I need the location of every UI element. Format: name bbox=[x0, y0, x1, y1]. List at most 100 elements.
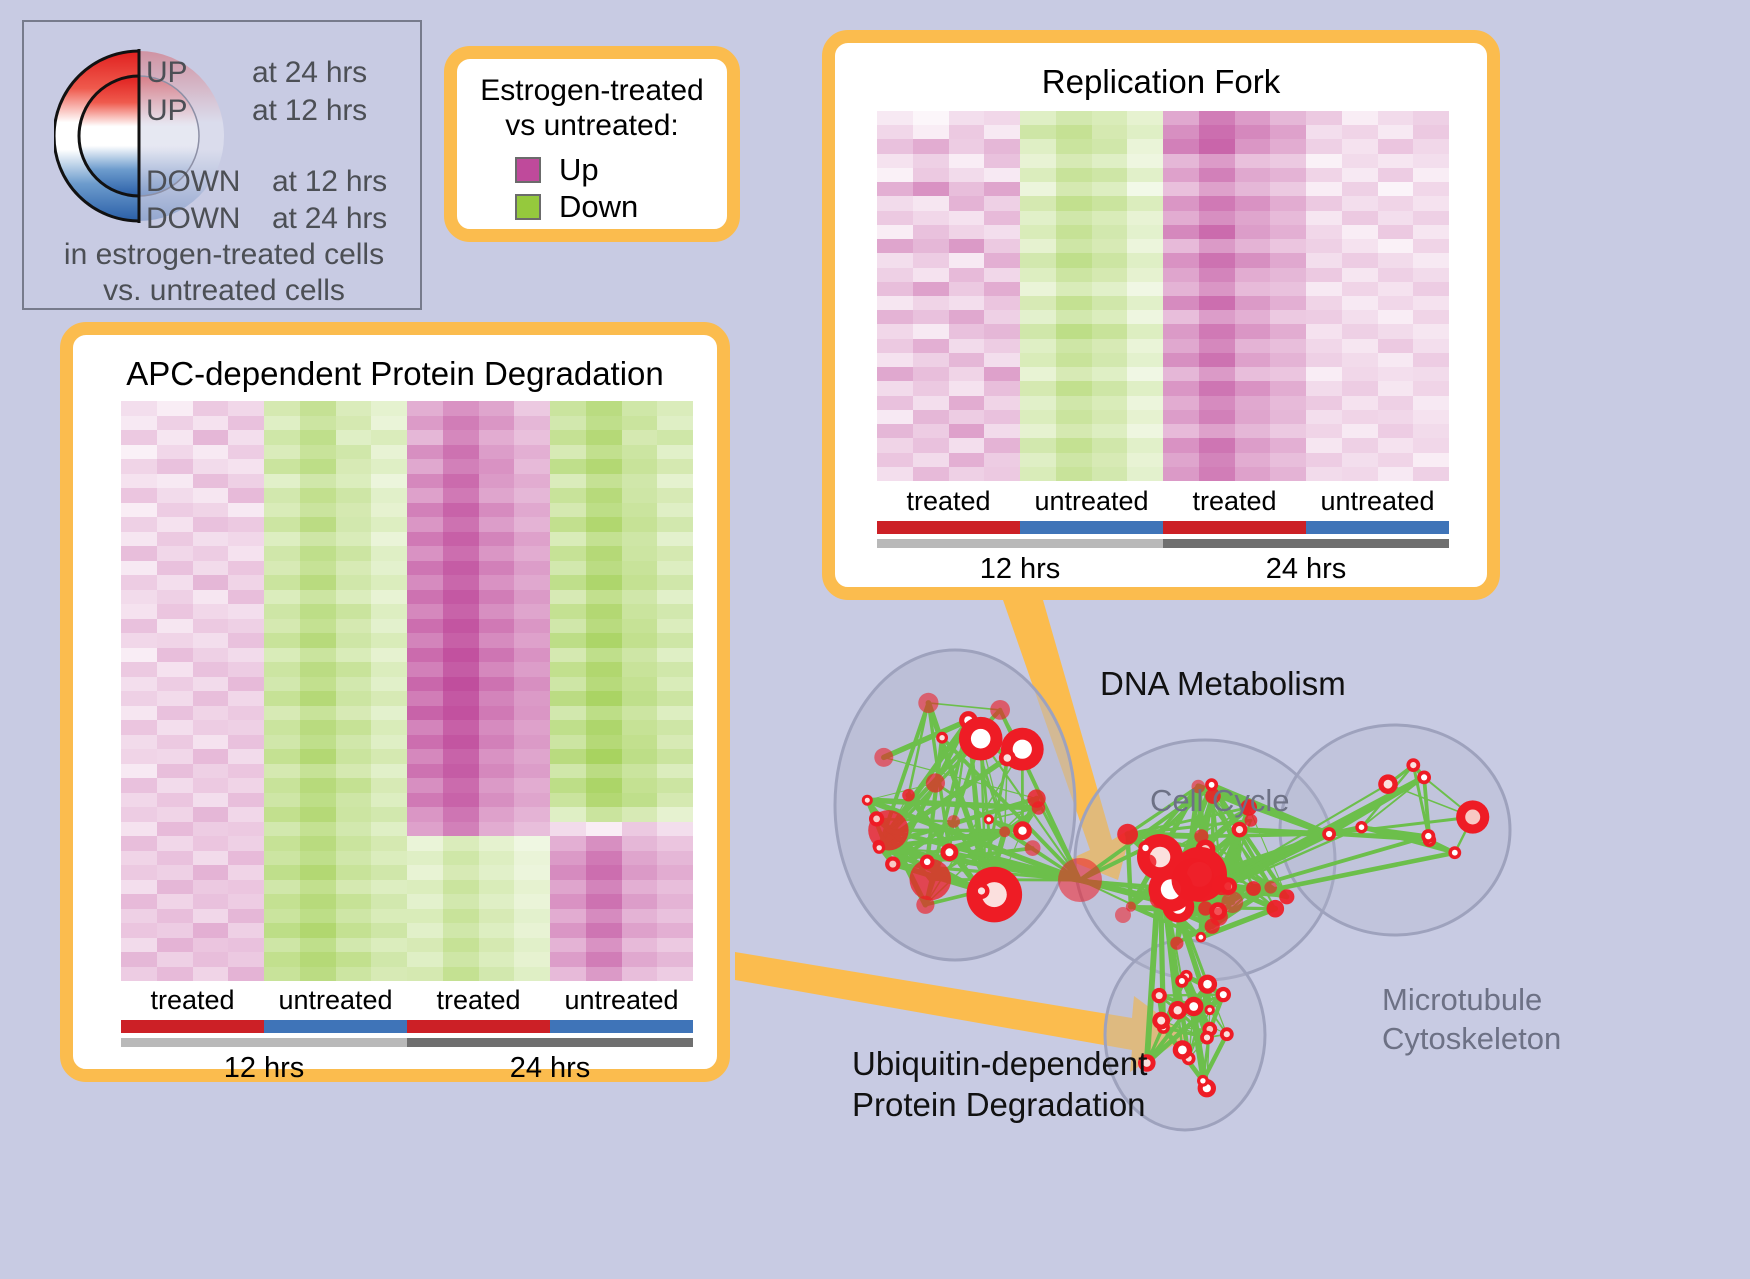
heatmap-cell bbox=[1306, 267, 1342, 282]
heatmap-cell bbox=[442, 488, 479, 503]
heatmap-cell bbox=[657, 836, 693, 851]
heatmap-cell bbox=[407, 502, 443, 517]
heatmap-cell bbox=[621, 807, 658, 822]
heatmap-cell bbox=[657, 517, 693, 532]
heatmap-cell bbox=[335, 502, 372, 517]
heatmap-cell bbox=[1091, 111, 1128, 126]
heatmap-cell bbox=[1163, 452, 1199, 467]
heatmap-cell bbox=[121, 662, 157, 677]
heatmap-cell bbox=[657, 807, 693, 822]
heatmap-cell bbox=[1270, 153, 1306, 168]
key-suffix-up12: at 12 hrs bbox=[252, 94, 367, 127]
apc-time-labels: 12 hrs 24 hrs bbox=[121, 1052, 693, 1085]
heatmap-cell bbox=[442, 430, 479, 445]
heatmap-cell bbox=[1234, 224, 1271, 240]
heatmap-cell bbox=[335, 850, 372, 865]
heatmap-cell bbox=[228, 720, 264, 735]
heatmap-cell bbox=[1306, 367, 1342, 382]
heatmap-cell bbox=[585, 401, 622, 416]
heatmap-cell bbox=[621, 763, 658, 778]
heatmap-cell bbox=[192, 879, 229, 894]
heatmap-cell bbox=[1306, 338, 1342, 353]
heatmap-cell bbox=[550, 502, 586, 517]
heatmap-cell bbox=[228, 792, 264, 807]
network-node-core bbox=[1358, 824, 1365, 830]
heatmap-cell bbox=[335, 444, 372, 459]
heatmap-cell bbox=[514, 589, 550, 604]
heatmap-cell bbox=[912, 395, 949, 410]
group-bar-1 bbox=[264, 1020, 407, 1033]
heatmap-cell bbox=[299, 618, 336, 633]
heatmap-cell bbox=[407, 473, 443, 488]
heatmap-cell bbox=[371, 792, 407, 807]
heatmap-cell bbox=[550, 937, 586, 952]
heatmap-cell bbox=[877, 153, 913, 168]
heatmap-cell bbox=[1198, 111, 1235, 126]
heatmap-cell bbox=[550, 879, 586, 894]
heatmap-cell bbox=[156, 415, 193, 430]
heatmap-cell bbox=[228, 807, 264, 822]
heatmap-cell bbox=[407, 966, 443, 981]
heatmap-cell bbox=[1091, 338, 1128, 353]
heatmap-cell bbox=[371, 444, 407, 459]
heatmap-cell bbox=[1270, 210, 1306, 225]
heatmap-cell bbox=[407, 879, 443, 894]
heatmap-cell bbox=[1127, 139, 1163, 154]
heatmap-cell bbox=[407, 444, 443, 459]
replication-fork-title: Replication Fork bbox=[1041, 63, 1281, 100]
heatmap-cell bbox=[621, 908, 658, 923]
heatmap-cell bbox=[514, 676, 550, 691]
heatmap-cell bbox=[371, 604, 407, 619]
heatmap-cell bbox=[948, 224, 985, 240]
time-bar-24 bbox=[1163, 539, 1449, 548]
heatmap-cell bbox=[1341, 338, 1378, 353]
network-node bbox=[1058, 858, 1102, 902]
heatmap-cell bbox=[264, 966, 300, 981]
network-node-core bbox=[1383, 779, 1393, 789]
heatmap-cell bbox=[1127, 381, 1163, 396]
heatmap-cell bbox=[1198, 466, 1235, 481]
heatmap-cell bbox=[192, 749, 229, 764]
heatmap-cell bbox=[621, 850, 658, 865]
network-edge bbox=[1003, 757, 1009, 833]
heatmap-cell bbox=[1341, 182, 1378, 197]
heatmap-cell bbox=[1055, 338, 1092, 353]
heatmap-cell bbox=[1198, 352, 1235, 368]
heatmap-cell bbox=[1055, 395, 1092, 410]
heatmap-cell bbox=[478, 807, 515, 822]
caption-line-2: vs. untreated cells bbox=[103, 274, 345, 307]
heatmap-cell bbox=[299, 444, 336, 459]
heatmap-cell bbox=[335, 879, 372, 894]
heatmap-cell bbox=[371, 473, 407, 488]
heatmap-cell bbox=[1020, 111, 1056, 126]
heatmap-cell bbox=[121, 430, 157, 445]
heatmap-cell bbox=[1055, 253, 1092, 268]
heatmap-cell bbox=[1270, 409, 1306, 425]
heatmap-cell bbox=[1055, 438, 1092, 453]
heatmap-cell bbox=[1127, 224, 1163, 240]
heatmap-cell bbox=[984, 466, 1020, 481]
network-edge bbox=[927, 702, 1001, 711]
heatmap-cell bbox=[228, 488, 264, 503]
heatmap-cell bbox=[912, 253, 949, 268]
heatmap-cell bbox=[299, 763, 336, 778]
heatmap-cell bbox=[514, 459, 550, 474]
heatmap-cell bbox=[335, 966, 372, 981]
heatmap-cell bbox=[121, 691, 157, 706]
heatmap-cell bbox=[478, 444, 515, 459]
heatmap-cell bbox=[550, 720, 586, 735]
heatmap-cell bbox=[1341, 381, 1378, 396]
heatmap-cell bbox=[550, 908, 586, 923]
heatmap-cell bbox=[335, 807, 372, 822]
group-bar-2 bbox=[1163, 521, 1306, 534]
key-label-down12: DOWN bbox=[146, 165, 241, 198]
heatmap-cell bbox=[264, 879, 300, 894]
heatmap-cell bbox=[657, 647, 693, 662]
heatmap-cell bbox=[156, 444, 193, 459]
heatmap-cell bbox=[371, 676, 407, 691]
heatmap-cell bbox=[1341, 395, 1378, 410]
heatmap-cell bbox=[156, 618, 193, 633]
heatmap-cell bbox=[585, 807, 622, 822]
heatmap-cell bbox=[514, 647, 550, 662]
heatmap-cell bbox=[1270, 295, 1306, 311]
